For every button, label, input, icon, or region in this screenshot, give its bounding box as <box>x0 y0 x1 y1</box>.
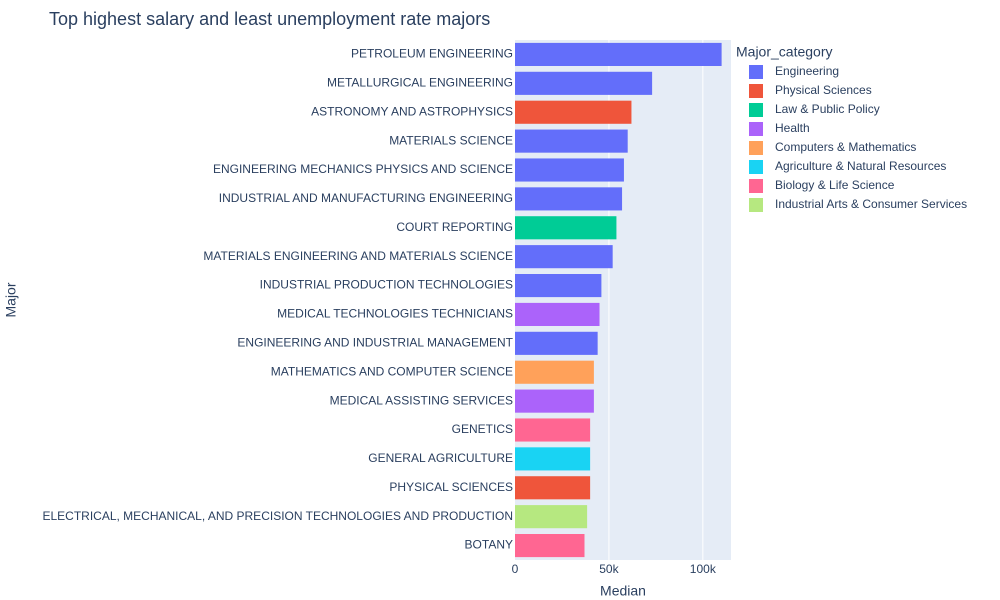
y-tick-label: MEDICAL TECHNOLOGIES TECHNICIANS <box>277 307 513 321</box>
plot-background <box>515 40 731 560</box>
bar[interactable] <box>515 274 602 298</box>
gridlines <box>608 40 704 560</box>
y-tick-label: MATERIALS ENGINEERING AND MATERIALS SCIE… <box>203 249 513 263</box>
bar[interactable] <box>515 331 598 355</box>
y-tick-label: GENETICS <box>452 422 513 436</box>
bar[interactable] <box>515 418 591 442</box>
bar[interactable] <box>515 360 594 384</box>
y-tick-label: COURT REPORTING <box>396 220 513 234</box>
bars <box>515 42 722 558</box>
y-tick-labels: PETROLEUM ENGINEERING METALLURGICAL ENGIN… <box>42 47 513 552</box>
y-tick-label: PETROLEUM ENGINEERING <box>351 47 513 61</box>
bar[interactable] <box>515 187 623 211</box>
bar[interactable] <box>515 216 617 240</box>
bar[interactable] <box>515 505 588 529</box>
legend-label[interactable]: Law & Public Policy <box>775 102 880 116</box>
bar[interactable] <box>515 389 594 413</box>
y-tick-label: INDUSTRIAL AND MANUFACTURING ENGINEERING <box>219 191 513 205</box>
y-tick-label: MATHEMATICS AND COMPUTER SCIENCE <box>271 364 513 378</box>
bar[interactable] <box>515 476 591 500</box>
y-axis-title: Major <box>3 282 19 317</box>
legend-swatch[interactable] <box>749 179 763 193</box>
legend-swatch[interactable] <box>749 65 763 79</box>
bar[interactable] <box>515 42 722 66</box>
y-tick-label: ENGINEERING MECHANICS PHYSICS AND SCIENC… <box>213 162 513 176</box>
legend-label[interactable]: Biology & Life Science <box>775 178 895 192</box>
bar[interactable] <box>515 302 600 326</box>
y-tick-label: METALLURGICAL ENGINEERING <box>327 76 513 90</box>
x-axis-title: Median <box>600 583 646 599</box>
legend-label[interactable]: Industrial Arts & Consumer Services <box>775 197 967 211</box>
y-tick-label: MATERIALS SCIENCE <box>389 133 513 147</box>
y-tick-label: PHYSICAL SCIENCES <box>389 480 513 494</box>
bar[interactable] <box>515 534 585 558</box>
y-tick-label: BOTANY <box>465 538 513 552</box>
y-tick-label: ENGINEERING AND INDUSTRIAL MANAGEMENT <box>237 336 513 350</box>
bar[interactable] <box>515 245 613 269</box>
legend-label[interactable]: Computers & Mathematics <box>775 140 916 154</box>
y-tick-label: ELECTRICAL, MECHANICAL, AND PRECISION TE… <box>42 509 513 523</box>
y-tick-label: MEDICAL ASSISTING SERVICES <box>330 393 513 407</box>
y-tick-label: INDUSTRIAL PRODUCTION TECHNOLOGIES <box>260 278 513 292</box>
bar[interactable] <box>515 129 628 153</box>
y-tick-label: GENERAL AGRICULTURE <box>368 451 513 465</box>
legend-label[interactable]: Health <box>775 121 810 135</box>
bar[interactable] <box>515 447 591 471</box>
legend-title: Major_category <box>736 44 833 60</box>
y-tick-label: ASTRONOMY AND ASTROPHYSICS <box>311 104 513 118</box>
legend-swatch[interactable] <box>749 103 763 117</box>
legend: Major_category Engineering Physical Scien… <box>736 44 967 212</box>
legend-swatch[interactable] <box>749 84 763 98</box>
legend-label[interactable]: Physical Sciences <box>775 83 872 97</box>
x-tick-labels: 0 50k 100k <box>512 562 717 576</box>
legend-swatch[interactable] <box>749 198 763 212</box>
legend-swatch[interactable] <box>749 160 763 174</box>
x-tick-label: 100k <box>690 562 717 576</box>
legend-label[interactable]: Engineering <box>775 64 839 78</box>
chart-title: Top highest salary and least unemploymen… <box>49 9 490 29</box>
x-tick-label: 50k <box>599 562 619 576</box>
legend-swatch[interactable] <box>749 122 763 136</box>
bar[interactable] <box>515 71 653 95</box>
bar[interactable] <box>515 100 632 124</box>
legend-label[interactable]: Agriculture & Natural Resources <box>775 159 946 173</box>
x-tick-label: 0 <box>512 562 519 576</box>
bar[interactable] <box>515 158 624 182</box>
legend-swatch[interactable] <box>749 141 763 155</box>
